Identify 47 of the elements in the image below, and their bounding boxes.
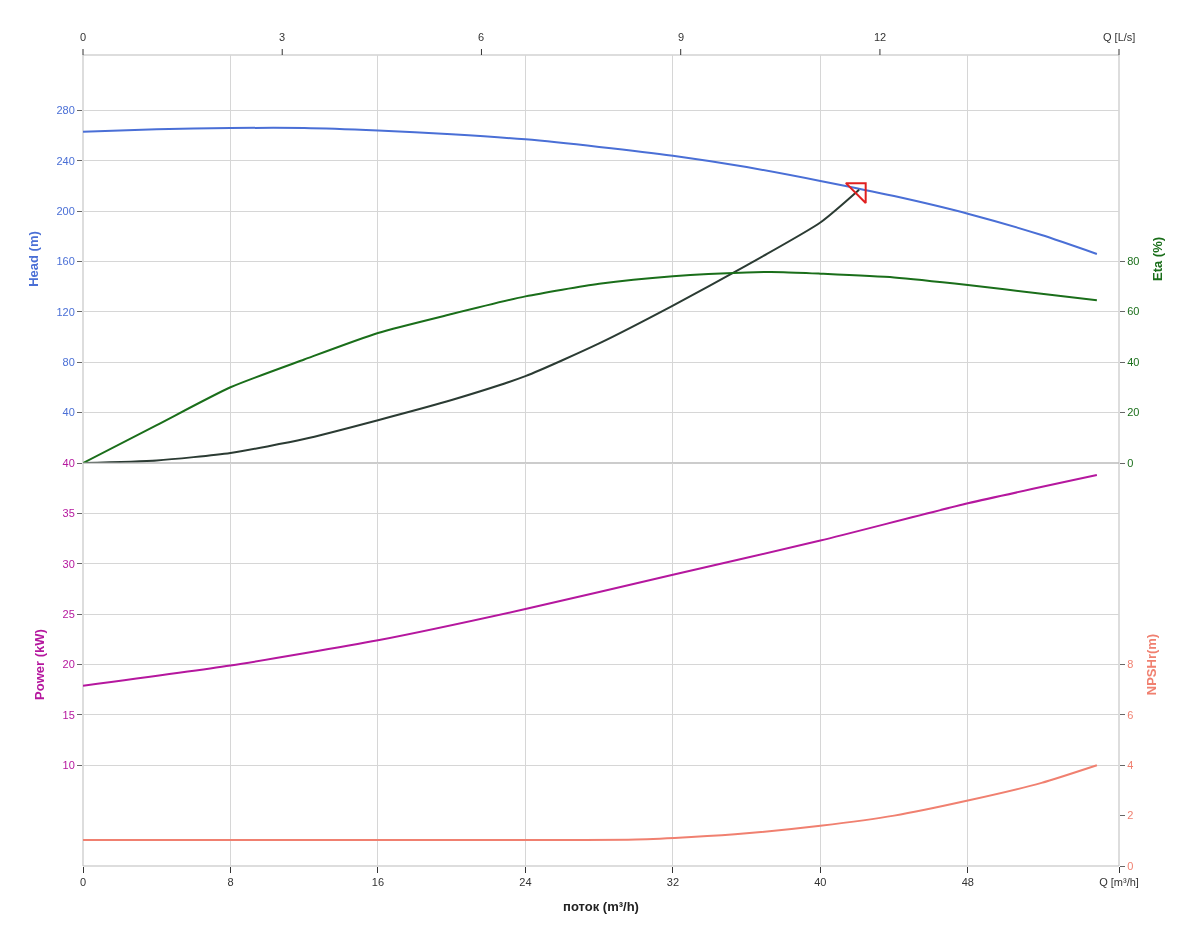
x2-tick-label: 6 bbox=[478, 31, 485, 43]
y2-tick-label: 0 bbox=[1127, 859, 1134, 872]
y2-axis-title: Eta (%) bbox=[1150, 236, 1166, 282]
x2-tick-label: 3 bbox=[279, 31, 286, 43]
y2-tick-label: 20 bbox=[1127, 406, 1140, 419]
y2-tick-label: 4 bbox=[1127, 759, 1134, 772]
x2-tick-label: 0 bbox=[80, 31, 87, 43]
x-tick-label: 16 bbox=[371, 876, 385, 889]
line-series bbox=[83, 474, 1098, 687]
y2-tick-label: 8 bbox=[1127, 658, 1134, 671]
y-tick-label: 40 bbox=[62, 406, 75, 419]
x2-tick-label: 9 bbox=[678, 31, 685, 43]
y-tick-label: 200 bbox=[56, 205, 75, 217]
y-tick-label: 280 bbox=[56, 104, 75, 117]
x-tick-label: 48 bbox=[961, 876, 974, 889]
y2-tick-label: 2 bbox=[1127, 809, 1134, 822]
y-axis-title: Power (kW) bbox=[32, 629, 48, 700]
x-tick-label: 40 bbox=[814, 876, 827, 889]
y-tick-label: 10 bbox=[62, 759, 75, 772]
x-tick-label: 8 bbox=[227, 876, 234, 889]
y-tick-label: 35 bbox=[62, 507, 75, 520]
x2-tick-label: 12 bbox=[874, 31, 887, 43]
y2-tick-label: 0 bbox=[1127, 456, 1134, 469]
x-tick-label: Q [m³/h] bbox=[1099, 876, 1139, 889]
y2-tick-label: 6 bbox=[1127, 708, 1134, 721]
y-tick-label: 120 bbox=[56, 305, 75, 318]
x-tick-label: 24 bbox=[519, 876, 532, 889]
line-series bbox=[83, 126, 1098, 255]
y-tick-label: 160 bbox=[56, 255, 75, 268]
x-axis-title: поток (m³/h) bbox=[563, 898, 639, 914]
x-tick-label: 32 bbox=[666, 876, 680, 889]
y2-tick-label: 80 bbox=[1127, 254, 1140, 267]
y-tick-label: 240 bbox=[56, 154, 75, 167]
y-tick-label: 80 bbox=[62, 356, 75, 369]
x2-tick-label: Q [L/s] bbox=[1103, 31, 1136, 43]
line-series bbox=[83, 764, 1098, 842]
x-tick-label: 0 bbox=[79, 876, 87, 889]
y2-tick-label: 40 bbox=[1127, 355, 1140, 368]
y-tick-label: 20 bbox=[62, 658, 75, 671]
y-axis-title: Head (m) bbox=[26, 231, 42, 287]
y-tick-label: 40 bbox=[62, 456, 75, 469]
line-series bbox=[83, 271, 1098, 463]
y-tick-label: 25 bbox=[62, 607, 75, 620]
y-tick-label: 15 bbox=[62, 708, 75, 721]
y2-tick-label: 60 bbox=[1127, 305, 1140, 318]
y2-axis-title: NPSHr(m) bbox=[1143, 633, 1159, 696]
y-tick-label: 30 bbox=[62, 557, 75, 570]
